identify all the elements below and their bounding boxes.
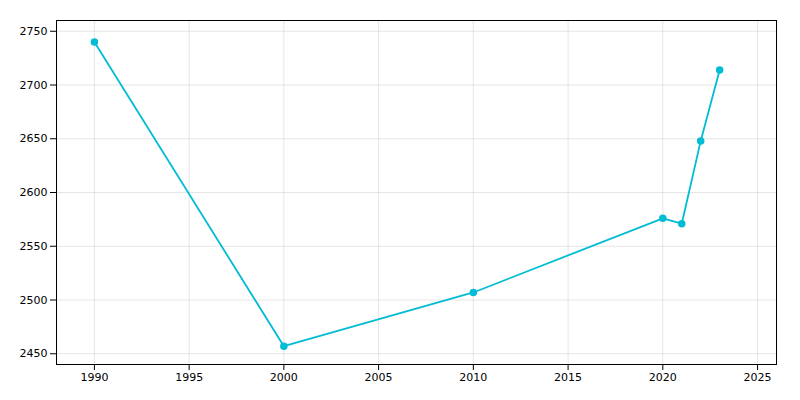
svg-text:2750: 2750 — [20, 25, 48, 38]
svg-text:2025: 2025 — [744, 371, 772, 384]
svg-text:2010: 2010 — [459, 371, 487, 384]
svg-text:2005: 2005 — [365, 371, 393, 384]
svg-text:2600: 2600 — [20, 186, 48, 199]
svg-text:2500: 2500 — [20, 294, 48, 307]
svg-text:1995: 1995 — [175, 371, 203, 384]
svg-text:2020: 2020 — [649, 371, 677, 384]
svg-text:2700: 2700 — [20, 79, 48, 92]
svg-text:2550: 2550 — [20, 240, 48, 253]
svg-text:2450: 2450 — [20, 347, 48, 360]
svg-text:2650: 2650 — [20, 132, 48, 145]
svg-text:2015: 2015 — [554, 371, 582, 384]
svg-text:2000: 2000 — [270, 371, 298, 384]
svg-text:1990: 1990 — [80, 371, 108, 384]
